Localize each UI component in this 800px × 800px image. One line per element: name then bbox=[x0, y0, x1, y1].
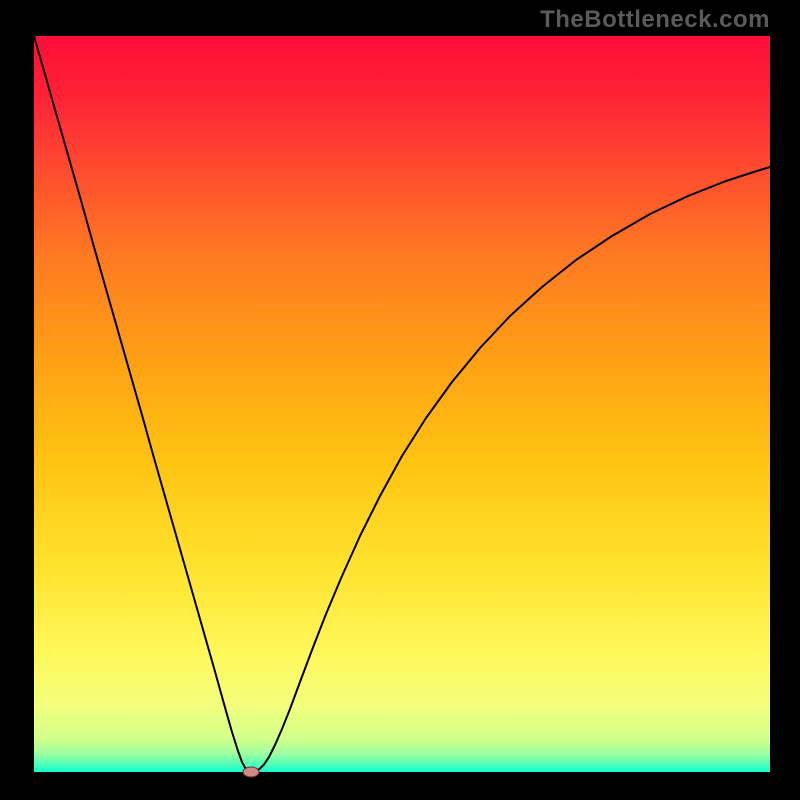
plot-area-gradient bbox=[34, 36, 770, 772]
watermark-text: TheBottleneck.com bbox=[540, 6, 770, 34]
chart-root: TheBottleneck.com bbox=[0, 0, 800, 800]
chart-svg bbox=[0, 0, 800, 800]
optimal-point-marker bbox=[243, 767, 259, 777]
